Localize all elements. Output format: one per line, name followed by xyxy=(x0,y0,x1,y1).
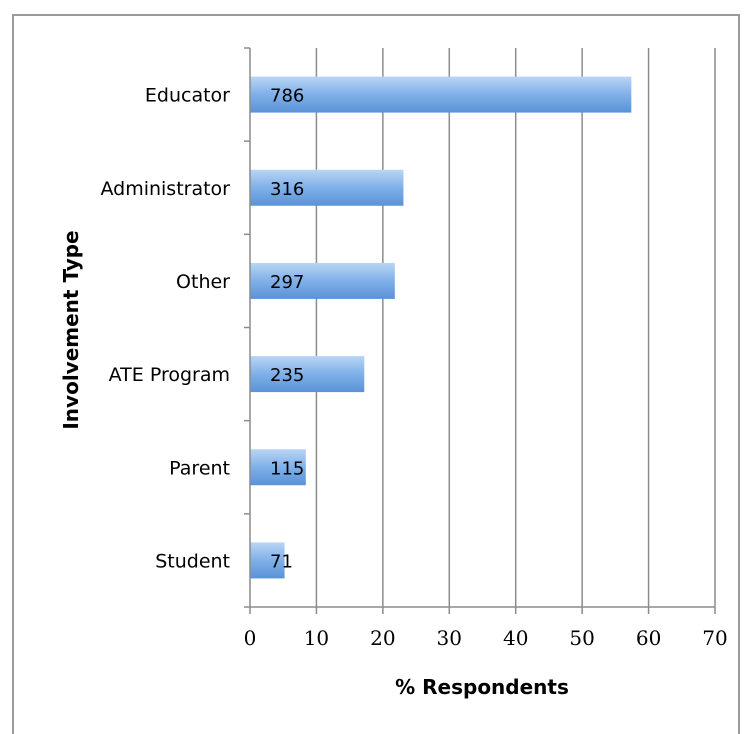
data-label: 235 xyxy=(270,365,304,386)
data-label: 316 xyxy=(270,179,304,200)
x-tick-label: 60 xyxy=(636,626,661,650)
bar xyxy=(250,169,404,206)
chart-frame xyxy=(12,14,740,734)
bar xyxy=(250,542,285,579)
bars xyxy=(250,76,632,579)
x-tick-label: 70 xyxy=(702,626,727,650)
x-tick-label: 0 xyxy=(244,626,257,650)
category-label: Other xyxy=(176,271,230,293)
data-label: 297 xyxy=(270,272,304,293)
data-label: 786 xyxy=(270,86,304,107)
gridlines xyxy=(315,48,716,607)
bar xyxy=(250,262,395,299)
category-label: Student xyxy=(155,550,230,572)
x-tick-label: 30 xyxy=(437,626,462,650)
x-axis-title: % Respondents xyxy=(395,675,569,699)
x-tick-label: 20 xyxy=(370,626,395,650)
axes: 0 10 20 30 40 50 60 70 Educator 786 Administrator 3… xyxy=(100,47,728,650)
bar xyxy=(250,449,306,486)
category-label: ATE Program xyxy=(109,364,230,386)
x-tick-label: 10 xyxy=(304,626,329,650)
bar xyxy=(250,76,632,113)
y-axis-title: Involvement Type xyxy=(59,230,83,429)
category-label: Parent xyxy=(169,457,230,479)
category-label: Educator xyxy=(145,85,230,107)
x-tick-label: 50 xyxy=(569,626,594,650)
category-label: Administrator xyxy=(100,178,230,200)
data-label: 71 xyxy=(270,551,293,572)
x-tick-label: 40 xyxy=(503,626,528,650)
data-label: 115 xyxy=(270,458,304,479)
bar xyxy=(250,356,365,393)
